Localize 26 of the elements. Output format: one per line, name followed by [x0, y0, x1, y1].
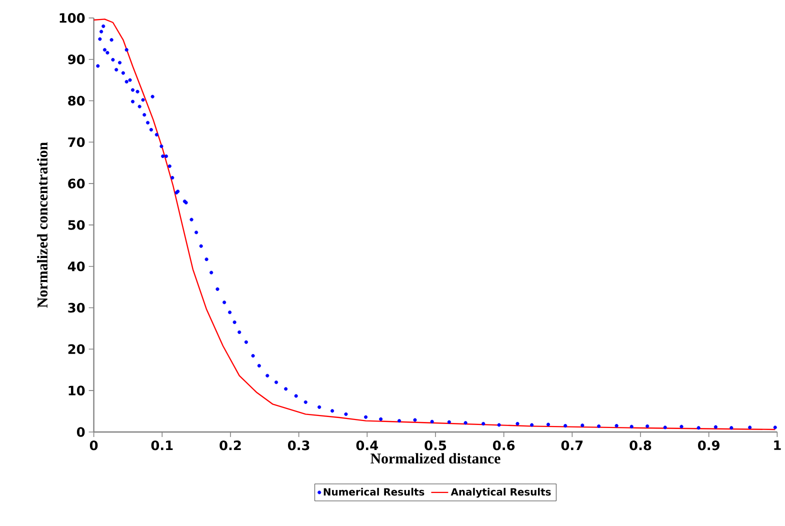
- y-tick-label: 40: [68, 262, 85, 272]
- x-tick-label: 0.9: [698, 440, 720, 450]
- y-tick-label: 60: [68, 178, 85, 189]
- x-tick-label: 0.4: [356, 440, 378, 450]
- x-tick-label: 0.7: [561, 440, 583, 450]
- x-tick-label: 0.5: [424, 440, 446, 450]
- x-axis-title: Normalized distance: [370, 453, 500, 464]
- x-tick-label: 1: [774, 440, 781, 450]
- y-axis-title: Normalized concentration: [37, 142, 48, 308]
- y-tick-label: 100: [60, 13, 85, 23]
- x-tick-label: 0.3: [288, 440, 310, 450]
- y-tick-label: 70: [68, 137, 85, 148]
- x-tick-label: 0.1: [151, 440, 173, 450]
- y-tick-label: 30: [68, 303, 85, 313]
- y-tick-label: 50: [68, 220, 85, 230]
- y-tick-label: 20: [68, 344, 85, 354]
- y-tick-label: 0: [76, 427, 85, 437]
- x-tick-label: 0: [90, 440, 98, 450]
- y-tick-label: 80: [68, 96, 85, 106]
- y-tick-label: 90: [68, 54, 85, 64]
- legend-label: Analytical Results: [450, 488, 551, 498]
- legend-label: Numerical Results: [324, 488, 424, 496]
- x-tick-label: 0.8: [630, 440, 652, 450]
- x-tick-label: 0.6: [493, 440, 515, 450]
- y-tick-label: 10: [68, 386, 85, 396]
- x-tick-label: 0.2: [220, 440, 241, 450]
